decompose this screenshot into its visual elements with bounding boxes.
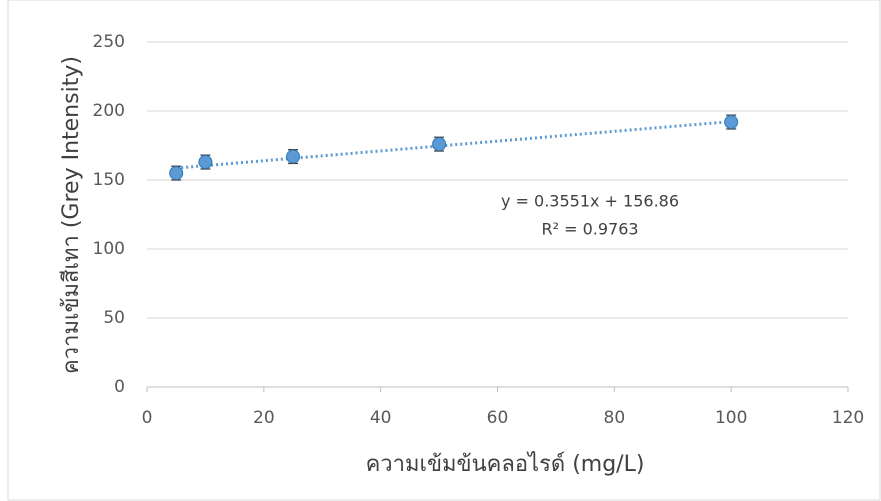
y-axis-title: ความเข้มสีเทา (Grey Intensity): [59, 56, 84, 374]
y-tick-label: 250: [93, 32, 125, 52]
trendline-equation: y = 0.3551x + 156.86: [501, 192, 679, 211]
x-tick-label: 20: [253, 408, 275, 428]
x-tick-label: 120: [832, 408, 864, 428]
y-tick-label: 50: [103, 308, 125, 328]
point: [724, 115, 739, 130]
y-tick-label: 150: [93, 170, 125, 190]
x-axis-title: ความเข้มข้นคลอไรด์ (mg/L): [366, 451, 645, 477]
y-tick-label: 100: [93, 239, 125, 259]
x-tick-label: 80: [604, 408, 626, 428]
point: [432, 137, 447, 152]
y-tick-label: 0: [114, 377, 125, 397]
x-tick-label: 100: [715, 408, 747, 428]
x-tick-label: 60: [487, 408, 509, 428]
x-tick-label: 0: [142, 408, 153, 428]
point: [169, 166, 184, 181]
x-tick-label: 40: [370, 408, 392, 428]
y-tick-label: 200: [93, 101, 125, 121]
point: [198, 155, 213, 170]
point: [286, 149, 301, 164]
chart-frame: [7, 0, 881, 501]
trendline-r2: R² = 0.9763: [541, 220, 638, 239]
